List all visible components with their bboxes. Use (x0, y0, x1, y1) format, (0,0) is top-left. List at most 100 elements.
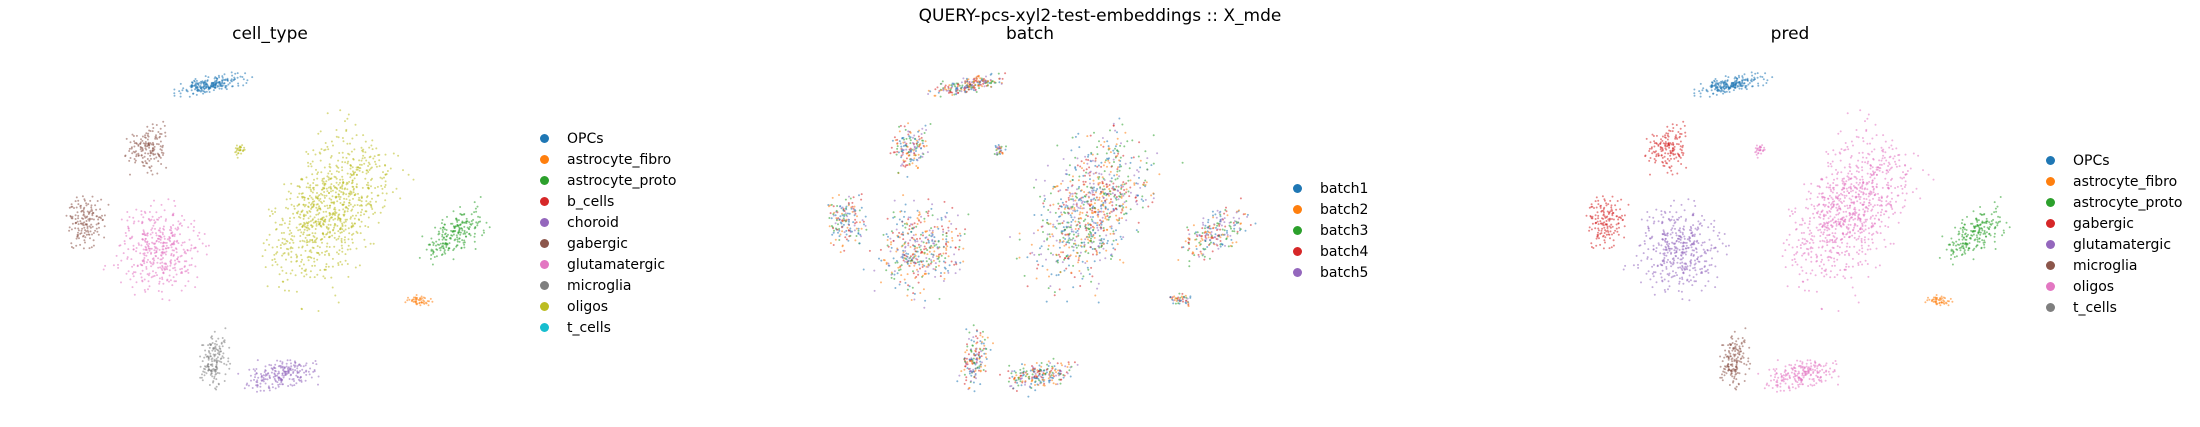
scatter-point (1059, 222, 1062, 225)
scatter-point (1150, 164, 1153, 167)
scatter-point (145, 254, 148, 257)
scatter-point (1141, 195, 1144, 198)
scatter-point (179, 233, 181, 236)
scatter-point (251, 387, 254, 389)
scatter-point (885, 263, 888, 265)
scatter-point (1213, 243, 1216, 246)
scatter-point (300, 380, 303, 383)
scatter-point (918, 260, 921, 263)
scatter-point (1115, 239, 1118, 241)
scatter-point (88, 225, 91, 228)
scatter-point (199, 80, 202, 83)
scatter-point (320, 238, 323, 241)
scatter-point (1102, 164, 1105, 167)
scatter-point (978, 84, 981, 87)
scatter-point (147, 280, 150, 283)
scatter-point (192, 229, 195, 232)
scatter-point (854, 218, 857, 221)
scatter-point (909, 148, 912, 151)
scatter-point (901, 163, 904, 166)
scatter-point (945, 232, 948, 234)
scatter-point (1112, 247, 1115, 250)
scatter-point (914, 233, 917, 236)
scatter-point (344, 253, 347, 256)
scatter-point (334, 208, 337, 211)
scatter-point (972, 78, 975, 81)
scatter-point (898, 231, 901, 234)
scatter-point (894, 261, 897, 264)
scatter-point (1075, 235, 1078, 238)
scatter-point (847, 218, 850, 221)
scatter-point (1080, 241, 1083, 244)
scatter-point (77, 234, 80, 236)
scatter-point (228, 346, 231, 349)
scatter-point (77, 217, 80, 220)
scatter-point (1080, 160, 1083, 163)
scatter-point (1062, 158, 1065, 160)
scatter-point (1072, 203, 1075, 206)
scatter-point (1199, 250, 1202, 253)
scatter-point (288, 220, 291, 223)
scatter-point (917, 255, 920, 258)
scatter-point (275, 228, 277, 231)
scatter-point (838, 218, 841, 221)
scatter-point (215, 340, 218, 343)
scatter-point (212, 89, 215, 92)
scatter-point (306, 229, 309, 232)
scatter-point (1063, 269, 1066, 272)
scatter-point (885, 269, 888, 272)
scatter-point (940, 218, 943, 221)
scatter-point (239, 75, 242, 78)
scatter-point (378, 165, 381, 168)
scatter-point (982, 82, 985, 85)
scatter-point (1099, 186, 1102, 189)
scatter-point (331, 216, 333, 219)
scatter-point (904, 257, 907, 260)
scatter-point (841, 225, 844, 228)
scatter-point (904, 260, 906, 263)
scatter-point (273, 377, 276, 380)
scatter-point (75, 206, 78, 209)
scatter-point (159, 236, 162, 238)
scatter-point (1065, 243, 1068, 246)
scatter-point (273, 372, 276, 375)
scatter-point (963, 373, 966, 376)
scatter-point (160, 254, 163, 257)
scatter-point (916, 246, 919, 249)
scatter-point (452, 249, 455, 252)
scatter-point (906, 152, 908, 155)
scatter-point (459, 206, 462, 208)
scatter-point (353, 217, 356, 220)
scatter-point (205, 253, 208, 256)
scatter-point (165, 244, 168, 247)
scatter-point (976, 337, 979, 340)
scatter-point (880, 281, 882, 284)
scatter-point (440, 254, 443, 256)
scatter-point (202, 82, 205, 84)
scatter-point (947, 89, 950, 92)
scatter-point (947, 85, 950, 88)
scatter-point (458, 228, 461, 231)
legend-marker (540, 260, 549, 269)
scatter-point (926, 253, 929, 256)
scatter-point (832, 227, 835, 230)
scatter-point (1090, 153, 1093, 155)
scatter-point (1239, 222, 1242, 225)
scatter-point (912, 136, 914, 139)
scatter-point (303, 199, 306, 201)
scatter-point (1063, 211, 1066, 214)
scatter-point (164, 131, 167, 134)
scatter-point (1112, 188, 1115, 191)
scatter-point (196, 276, 199, 279)
scatter-point (441, 238, 444, 241)
scatter-point (1052, 203, 1055, 206)
scatter-point (313, 216, 316, 219)
scatter-point (1235, 241, 1238, 244)
scatter-point (168, 274, 171, 277)
scatter-point (1188, 265, 1191, 268)
scatter-point (443, 223, 446, 226)
scatter-point (141, 156, 144, 159)
scatter-point (1028, 375, 1031, 378)
scatter-point (141, 238, 144, 241)
scatter-point (217, 382, 220, 385)
